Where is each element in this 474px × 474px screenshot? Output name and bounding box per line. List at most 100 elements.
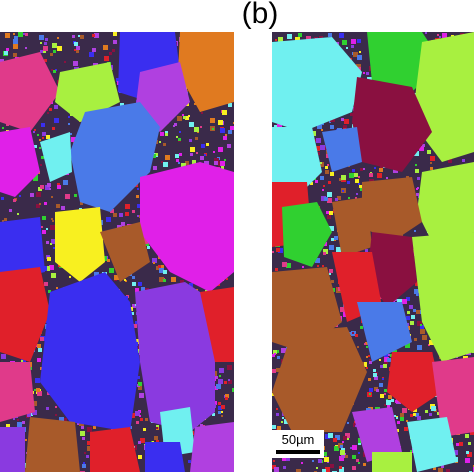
noise-speck [349, 173, 354, 178]
noise-speck [339, 466, 342, 469]
noise-speck [36, 192, 41, 197]
noise-speck [177, 116, 182, 121]
noise-speck [462, 159, 465, 162]
noise-speck [331, 280, 334, 283]
noise-speck [54, 118, 59, 123]
noise-speck [311, 131, 316, 136]
noise-speck [137, 215, 139, 217]
noise-speck [416, 294, 418, 296]
noise-speck [356, 459, 359, 462]
noise-speck [431, 406, 436, 411]
noise-speck [314, 471, 317, 472]
noise-speck [333, 438, 337, 442]
noise-speck [46, 228, 48, 230]
noise-speck [125, 204, 130, 209]
noise-speck [161, 265, 164, 268]
noise-speck [120, 103, 124, 107]
noise-speck [320, 176, 324, 180]
noise-speck [213, 151, 215, 153]
noise-speck [104, 56, 109, 61]
noise-speck [228, 130, 232, 134]
noise-speck [225, 397, 228, 400]
noise-speck [334, 446, 339, 451]
noise-speck [286, 263, 291, 268]
noise-speck [298, 33, 302, 37]
noise-speck [138, 455, 142, 459]
scale-bar-line [276, 450, 320, 454]
noise-speck [406, 420, 408, 422]
grain [0, 427, 25, 472]
noise-speck [125, 212, 129, 216]
grain [55, 62, 120, 122]
noise-speck [276, 368, 280, 372]
noise-speck [194, 127, 199, 132]
noise-speck [218, 406, 222, 410]
noise-speck [327, 192, 332, 197]
noise-speck [275, 39, 277, 41]
noise-speck [321, 129, 323, 131]
noise-speck [189, 283, 193, 287]
noise-speck [330, 172, 334, 176]
noise-speck [359, 185, 362, 188]
noise-speck [404, 427, 408, 431]
noise-speck [334, 236, 338, 240]
noise-speck [206, 143, 209, 146]
noise-speck [369, 173, 373, 177]
noise-speck [360, 326, 363, 329]
noise-speck [326, 211, 329, 214]
noise-speck [200, 156, 204, 160]
noise-speck [62, 418, 67, 423]
noise-speck [369, 393, 371, 395]
noise-speck [397, 421, 400, 424]
noise-speck [55, 406, 57, 408]
noise-speck [45, 38, 48, 41]
noise-speck [437, 34, 439, 36]
noise-speck [323, 249, 328, 254]
noise-speck [154, 436, 158, 440]
noise-speck [32, 410, 37, 415]
grain [352, 77, 432, 172]
noise-speck [131, 312, 134, 315]
noise-speck [386, 400, 391, 405]
noise-speck [317, 152, 320, 155]
noise-speck [17, 422, 22, 427]
noise-speck [143, 428, 146, 431]
grain [0, 127, 40, 197]
noise-speck [416, 188, 418, 190]
noise-speck [324, 197, 328, 201]
noise-speck [221, 166, 224, 169]
noise-speck [52, 127, 55, 130]
noise-speck [40, 50, 43, 53]
noise-speck [397, 299, 402, 304]
noise-speck [46, 407, 49, 410]
grain [190, 422, 234, 472]
noise-speck [323, 252, 326, 255]
noise-speck [13, 199, 16, 202]
noise-speck [51, 196, 53, 198]
noise-speck [337, 196, 341, 200]
noise-speck [76, 46, 80, 50]
noise-speck [332, 471, 337, 472]
noise-speck [212, 413, 215, 416]
noise-speck [227, 365, 232, 370]
noise-speck [52, 43, 57, 48]
noise-speck [37, 134, 39, 136]
noise-speck [328, 181, 331, 184]
grain [90, 427, 140, 472]
noise-speck [51, 239, 56, 244]
noise-speck [402, 408, 407, 413]
noise-speck [57, 37, 59, 39]
figure-label: (b) [241, 0, 279, 30]
noise-speck [56, 204, 60, 208]
noise-speck [227, 144, 231, 148]
noise-speck [374, 376, 378, 380]
noise-speck [278, 248, 283, 253]
noise-speck [109, 268, 114, 273]
noise-speck [125, 296, 128, 299]
noise-speck [287, 34, 292, 39]
grain [367, 232, 417, 307]
grain [282, 202, 332, 267]
noise-speck [180, 280, 184, 284]
noise-speck [61, 206, 65, 210]
noise-speck [384, 393, 386, 395]
